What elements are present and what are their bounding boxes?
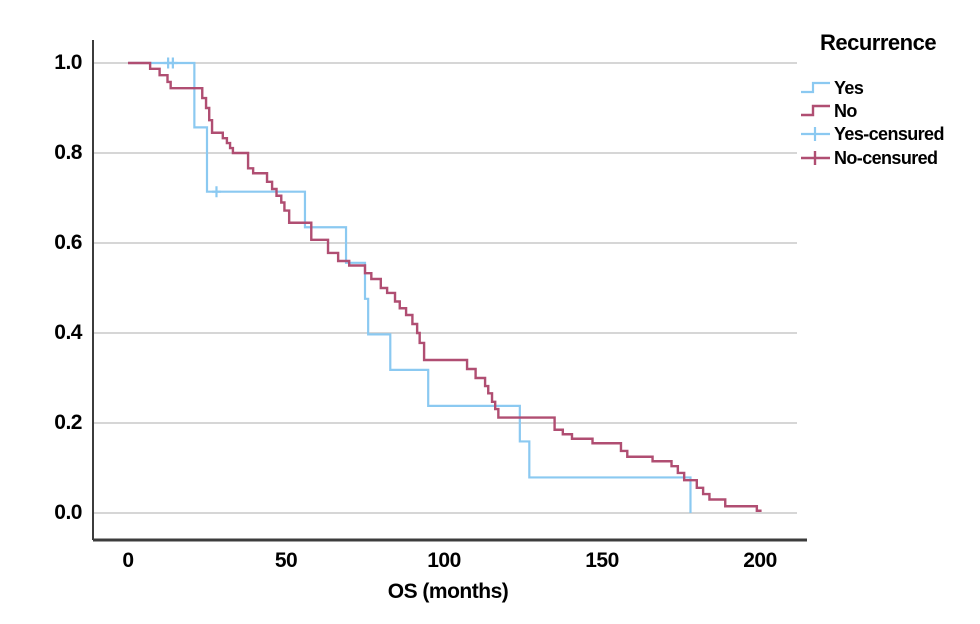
legend-item-label: Yes — [834, 78, 864, 98]
survival-curve-no — [128, 61, 762, 512]
x-axis-title: OS (months) — [387, 580, 509, 603]
x-tick-label: 150 — [585, 549, 619, 572]
x-tick-label: 200 — [743, 549, 777, 572]
y-tick-label: 0.6 — [54, 231, 82, 254]
y-tick-label: 0.8 — [54, 141, 82, 164]
legend-item-label: No — [834, 101, 857, 121]
x-tick-label: 100 — [427, 549, 461, 572]
y-tick-label: 0.2 — [54, 411, 82, 434]
legend-item-label: Yes-censured — [834, 124, 944, 144]
legend-item-label: No-censured — [834, 148, 938, 168]
legend-item-yes-censored: Yes-censured — [800, 125, 944, 143]
censor-mark-yes — [211, 186, 221, 198]
legend-title: Recurrence — [820, 30, 937, 55]
y-tick-label: 1.0 — [54, 51, 82, 74]
y-tick-label: 0.4 — [54, 321, 82, 344]
censor-plus-swatch-no-icon — [801, 151, 830, 165]
legend-item-yes: Yes — [800, 78, 864, 98]
legend-item-no-censored: No-censured — [800, 148, 938, 168]
censor-mark-yes — [168, 57, 178, 69]
x-tick-label: 50 — [274, 549, 298, 572]
survival-curve-yes — [128, 61, 692, 513]
step-line-swatch-yes-icon — [801, 81, 830, 94]
step-line-swatch-no-icon — [801, 104, 830, 117]
censor-plus-swatch-yes-icon — [801, 127, 830, 141]
y-tick-label: 0.0 — [54, 501, 82, 524]
legend-item-no: No — [800, 102, 857, 120]
x-tick-label: 0 — [122, 549, 134, 572]
